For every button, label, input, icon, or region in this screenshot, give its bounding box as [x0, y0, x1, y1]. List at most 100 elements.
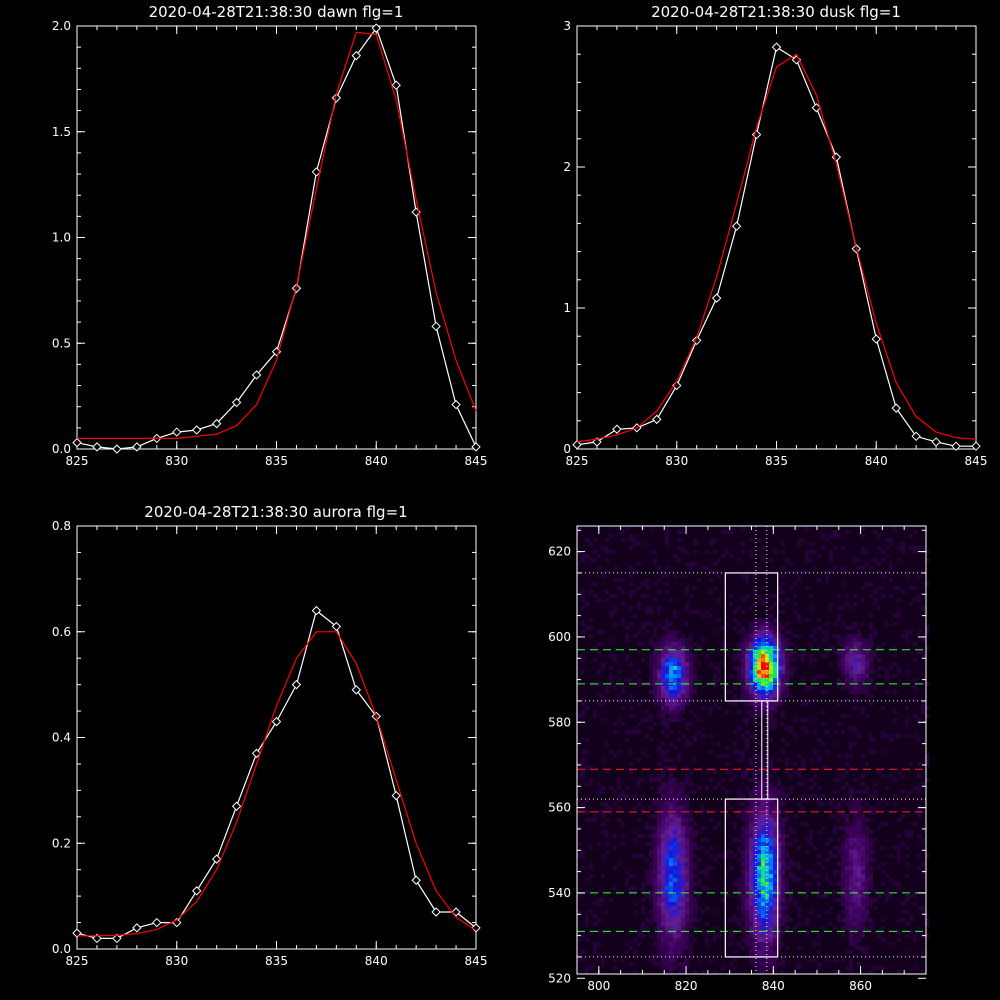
heatmap-cell — [781, 810, 785, 814]
heatmap-cell — [669, 934, 673, 938]
heatmap-cell — [921, 950, 925, 954]
heatmap-cell — [845, 914, 849, 918]
heatmap-cell — [893, 882, 897, 886]
heatmap-cell — [865, 678, 869, 682]
heatmap-cell — [837, 614, 841, 618]
heatmap-cell — [869, 638, 873, 642]
heatmap-cell — [737, 846, 741, 850]
heatmap-cell — [873, 650, 877, 654]
heatmap-cell — [737, 814, 741, 818]
heatmap-cell — [897, 938, 901, 942]
heatmap-cell — [781, 954, 785, 958]
heatmap-cell — [757, 638, 761, 642]
heatmap-cell — [669, 846, 673, 850]
heatmap-cell — [821, 654, 825, 658]
heatmap-cell — [585, 878, 589, 882]
heatmap-cell — [749, 826, 753, 830]
heatmap-cell — [705, 870, 709, 874]
heatmap-cell — [761, 894, 765, 898]
heatmap-cell — [785, 726, 789, 730]
heatmap-cell — [669, 778, 673, 782]
heatmap-cell — [837, 914, 841, 918]
heatmap-cell — [761, 938, 765, 942]
heatmap-cell — [821, 802, 825, 806]
heatmap-cell — [853, 726, 857, 730]
heatmap-cell — [853, 926, 857, 930]
heatmap-cell — [689, 782, 693, 786]
heatmap-cell — [889, 594, 893, 598]
heatmap-cell — [765, 886, 769, 890]
heatmap-cell — [657, 622, 661, 626]
heatmap-cell — [781, 918, 785, 922]
heatmap-cell — [657, 702, 661, 706]
heatmap-cell — [869, 850, 873, 854]
heatmap-cell — [681, 898, 685, 902]
heatmap-cell — [869, 898, 873, 902]
heatmap-cell — [861, 550, 865, 554]
heatmap-cell — [765, 818, 769, 822]
heatmap-cell — [645, 578, 649, 582]
heatmap-cell — [705, 938, 709, 942]
heatmap-cell — [869, 750, 873, 754]
heatmap-cell — [629, 962, 633, 966]
heatmap-cell — [753, 630, 757, 634]
heatmap-cell — [741, 650, 745, 654]
heatmap-cell — [649, 778, 653, 782]
heatmap-cell — [729, 778, 733, 782]
heatmap-cell — [841, 714, 845, 718]
heatmap-cell — [741, 802, 745, 806]
heatmap-cell — [717, 854, 721, 858]
heatmap-cell — [781, 698, 785, 702]
heatmap-cell — [761, 698, 765, 702]
heatmap-cell — [749, 662, 753, 666]
x-tick-label: 845 — [465, 954, 488, 968]
data-point-diamond — [652, 414, 662, 425]
heatmap-cell — [609, 898, 613, 902]
heatmap-cell — [665, 854, 669, 858]
heatmap-cell — [677, 802, 681, 806]
heatmap-cell — [601, 698, 605, 702]
heatmap-cell — [873, 630, 877, 634]
heatmap-cell — [677, 714, 681, 718]
heatmap-cell — [781, 822, 785, 826]
heatmap-cell — [737, 698, 741, 702]
heatmap-cell — [849, 906, 853, 910]
heatmap-cell — [745, 838, 749, 842]
heatmap-cell — [801, 654, 805, 658]
heatmap-cell — [769, 654, 773, 658]
heatmap-cell — [593, 594, 597, 598]
heatmap-cell — [881, 966, 885, 970]
heatmap-cell — [785, 598, 789, 602]
heatmap-cell — [597, 702, 601, 706]
heatmap-cell — [761, 602, 765, 606]
heatmap-cell — [761, 714, 765, 718]
panel-title: 2020-04-28T21:38:30 aurora flg=1 — [144, 503, 407, 521]
heatmap-cell — [629, 770, 633, 774]
heatmap-cell — [653, 698, 657, 702]
heatmap-cell — [737, 622, 741, 626]
heatmap-cell — [645, 882, 649, 886]
heatmap-cell — [657, 654, 661, 658]
heatmap-cell — [853, 942, 857, 946]
heatmap-cell — [749, 918, 753, 922]
heatmap-cell — [773, 698, 777, 702]
heatmap-cell — [761, 846, 765, 850]
heatmap-cell — [785, 914, 789, 918]
heatmap-cell — [765, 822, 769, 826]
heatmap-cell — [853, 662, 857, 666]
data-point-diamond — [351, 50, 362, 61]
x-tick-label: 840 — [865, 454, 888, 468]
heatmap-cell — [857, 910, 861, 914]
heatmap-cell — [709, 662, 713, 666]
heatmap-cell — [749, 938, 753, 942]
heatmap-cell — [893, 778, 897, 782]
heatmap-cell — [781, 802, 785, 806]
heatmap-cell — [589, 618, 593, 622]
heatmap-cell — [609, 610, 613, 614]
heatmap-cell — [669, 742, 673, 746]
heatmap-cell — [761, 870, 765, 874]
heatmap-cell — [621, 530, 625, 534]
heatmap-cell — [769, 766, 773, 770]
heatmap-cell — [673, 834, 677, 838]
heatmap-cell — [789, 858, 793, 862]
